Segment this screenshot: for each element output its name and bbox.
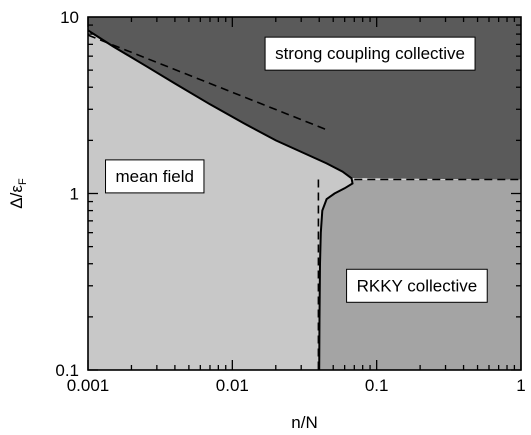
x-tick-label: 0.01 (216, 376, 249, 395)
y-tick-label: 10 (60, 8, 79, 27)
x-tick-label: 0.1 (365, 376, 389, 395)
svg-text:strong coupling collective: strong coupling collective (275, 44, 465, 63)
y-tick-label: 0.1 (55, 361, 79, 380)
x-axis-title: n/N (291, 413, 317, 432)
svg-text:mean field: mean field (116, 167, 194, 186)
x-tick-label: 1 (516, 376, 525, 395)
svg-text:RKKY collective: RKKY collective (357, 276, 478, 295)
y-axis-title: Δ/εF (7, 178, 29, 209)
y-axis-title-main: Δ/ε (7, 185, 26, 209)
region-label-strong-coupling-collective: strong coupling collective (264, 36, 476, 71)
svg-text:Δ/εF: Δ/εF (7, 178, 29, 209)
phase-boundary-solid (88, 29, 354, 370)
region-label-rkky-collective: RKKY collective (346, 268, 488, 303)
region-label-mean-field: mean field (105, 159, 205, 194)
region-mean-field (88, 30, 353, 370)
x-tick-label: 0.001 (67, 376, 110, 395)
y-tick-label: 1 (70, 185, 79, 204)
dashed-line-1 (88, 34, 327, 131)
y-axis-title-sub: F (17, 178, 29, 185)
